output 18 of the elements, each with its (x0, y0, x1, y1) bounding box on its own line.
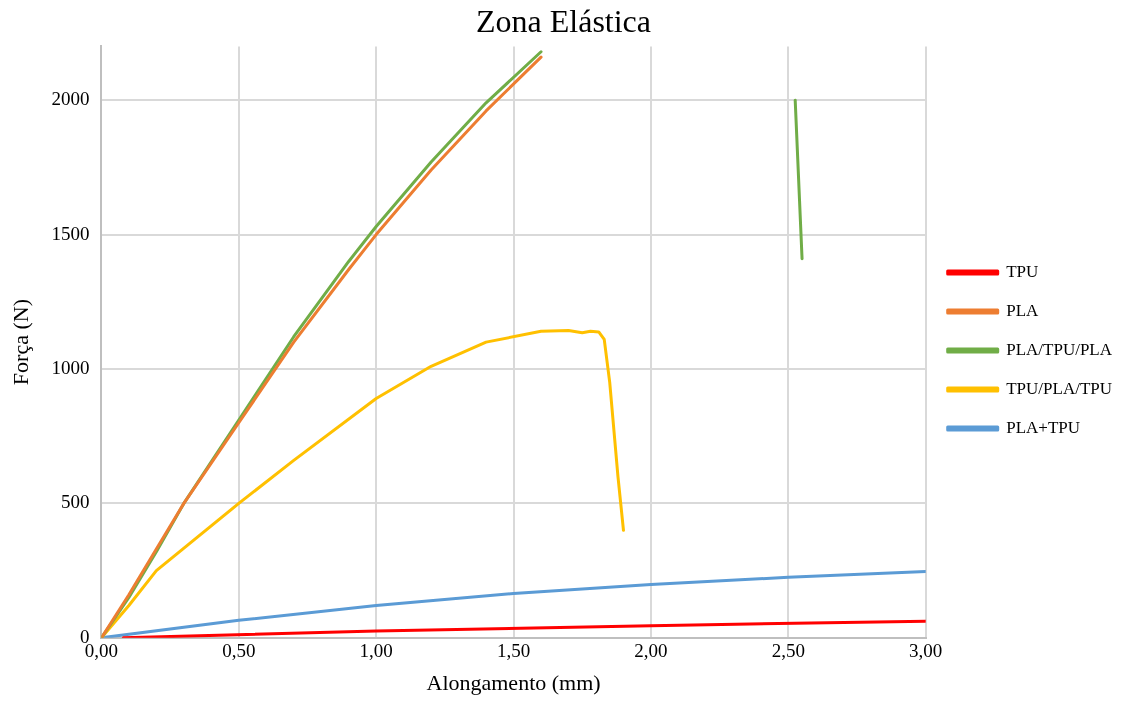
x-tick-label: 0,50 (222, 640, 256, 662)
x-tick-label: 1,00 (359, 640, 393, 662)
x-axis-title: Alongamento (mm) (426, 669, 601, 695)
y-tick-label: 500 (60, 491, 90, 513)
legend-label: TPU (1006, 261, 1039, 281)
x-tick-label: 1,50 (496, 640, 531, 662)
legend-label: TPU/PLA/TPU (1006, 378, 1112, 398)
chart-title: Zona Elástica (475, 2, 652, 39)
legend-label: PLA/TPU/PLA (1006, 339, 1113, 359)
x-tick-label: 2,50 (771, 640, 805, 662)
y-axis-title: Força (N) (7, 299, 33, 386)
x-tick-label: 2,00 (634, 640, 668, 662)
y-tick-label: 1500 (51, 222, 90, 244)
legend-label: PLA+TPU (1006, 417, 1081, 437)
y-tick-label: 1000 (51, 356, 90, 378)
x-tick-label: 3,00 (909, 640, 943, 662)
y-tick-label: 2000 (51, 88, 90, 110)
legend-label: PLA (1006, 300, 1040, 320)
